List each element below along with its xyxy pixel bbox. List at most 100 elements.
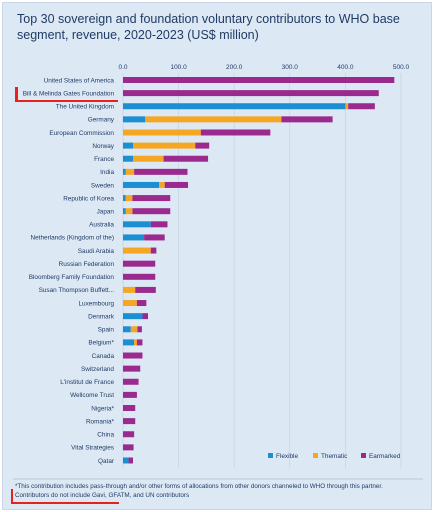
- category-label: L'institut de France: [60, 379, 114, 386]
- category-label: Bill & Melinda Gates Foundation: [23, 90, 115, 97]
- bar-earmarked: [123, 391, 137, 398]
- bar-chart: 0.0 100.0 200.0 300.0 400.0 500.0 United State…: [13, 64, 423, 480]
- bar-earmarked: [136, 339, 143, 346]
- bar-earmarked: [123, 260, 156, 267]
- category-label: Japan: [97, 209, 115, 216]
- legend-label: Thematic: [321, 453, 348, 460]
- bar-flexible: [123, 142, 134, 149]
- category-label: The United Kingdom: [56, 104, 114, 111]
- bar-earmarked: [163, 155, 209, 162]
- bar-flexible: [123, 116, 146, 123]
- bar-thematic: [123, 247, 151, 254]
- bar-thematic: [125, 208, 133, 215]
- bar-earmarked: [123, 444, 134, 451]
- bar-earmarked: [123, 431, 135, 438]
- bar-flexible: [123, 457, 129, 464]
- bar-thematic: [130, 326, 138, 333]
- category-label: Nigeria*: [91, 405, 114, 412]
- bar-earmarked: [135, 286, 156, 293]
- bar-earmarked: [123, 378, 139, 385]
- footnote-marker-underline: [11, 502, 119, 504]
- bar-earmarked: [144, 234, 165, 241]
- bar-earmarked: [128, 457, 134, 464]
- category-label: China: [97, 432, 114, 439]
- bar-flexible: [123, 326, 131, 333]
- bar-earmarked: [348, 103, 375, 110]
- bar-thematic: [133, 155, 164, 162]
- bar-earmarked: [150, 221, 168, 228]
- category-label: Sweden: [91, 182, 115, 189]
- bar-earmarked: [123, 90, 379, 97]
- bar-earmarked: [123, 365, 141, 372]
- bar-thematic: [123, 129, 201, 136]
- bar-earmarked: [164, 181, 189, 188]
- bar-thematic: [125, 168, 135, 175]
- bar-flexible: [123, 208, 126, 215]
- bar-flexible: [123, 234, 145, 241]
- bar-earmarked: [281, 116, 333, 123]
- bar-earmarked: [200, 129, 271, 136]
- category-label: Denmark: [88, 313, 115, 320]
- category-label: Belgium*: [88, 340, 114, 347]
- bar-flexible: [123, 195, 126, 202]
- category-label: European Commission: [49, 130, 114, 137]
- bar-thematic: [123, 300, 137, 307]
- category-label: Wellcome Trust: [70, 392, 114, 399]
- category-label: Spain: [98, 327, 115, 334]
- footnote: *This contribution includes pass-through…: [15, 482, 427, 500]
- bar-earmarked: [123, 77, 395, 83]
- legend-label: Flexible: [276, 453, 298, 460]
- footnote-line-1: *This contribution includes pass-through…: [15, 483, 383, 490]
- category-label: Susan Thompson Buffett...: [39, 287, 115, 294]
- bar-earmarked: [132, 208, 171, 215]
- bar-earmarked: [136, 300, 147, 307]
- chart-title: Top 30 sovereign and foundation voluntar…: [17, 12, 400, 42]
- category-label: India: [100, 169, 114, 176]
- bar-flexible: [123, 181, 160, 188]
- bar-thematic: [133, 142, 196, 149]
- bar-earmarked: [195, 142, 210, 149]
- bar-earmarked: [123, 273, 156, 280]
- category-label: United States of America: [44, 77, 115, 84]
- legend-swatch: [268, 453, 273, 458]
- bar-flexible: [123, 155, 134, 162]
- bar-thematic: [123, 286, 136, 293]
- bar-earmarked: [137, 326, 142, 333]
- footnote-line-2: Contributors do not include Gavi, GFATM,…: [15, 492, 190, 499]
- bar-earmarked: [134, 168, 188, 175]
- footnote-marker-vertical: [11, 489, 13, 503]
- bar-flexible: [123, 168, 126, 175]
- x-tick-label: 200.0: [226, 64, 243, 71]
- category-label: Norway: [92, 143, 114, 150]
- x-tick-label: 0.0: [118, 64, 127, 71]
- category-label: Bloomberg Family Foundation: [29, 274, 115, 281]
- bar-earmarked: [142, 313, 149, 320]
- category-label: Canada: [92, 353, 115, 360]
- category-label: Romania*: [86, 418, 115, 425]
- bar-flexible: [123, 313, 143, 320]
- category-label: Qatar: [98, 458, 115, 465]
- bar-thematic: [345, 103, 349, 110]
- highlight-marker-vertical: [15, 87, 18, 101]
- bar-thematic: [159, 181, 165, 188]
- category-label: Russian Federation: [59, 261, 115, 268]
- category-label: Germany: [88, 117, 115, 124]
- category-label: Saudi Arabia: [78, 248, 115, 255]
- bar-thematic: [134, 339, 137, 346]
- category-label: Vital Strategies: [71, 445, 114, 452]
- bar-flexible: [123, 103, 346, 110]
- bar-earmarked: [123, 405, 136, 411]
- bar-earmarked: [150, 247, 157, 254]
- highlight-marker-underline: [15, 100, 118, 102]
- bar-earmarked: [132, 195, 171, 202]
- legend-swatch: [361, 453, 366, 458]
- bar-thematic: [125, 195, 133, 202]
- bar-flexible: [123, 221, 151, 228]
- x-tick-label: 500.0: [393, 64, 410, 71]
- bar-flexible: [123, 339, 135, 346]
- category-label: Switzerland: [81, 366, 114, 373]
- category-label: Luxembourg: [78, 300, 114, 307]
- bar-earmarked: [123, 352, 143, 359]
- bar-earmarked: [123, 418, 136, 425]
